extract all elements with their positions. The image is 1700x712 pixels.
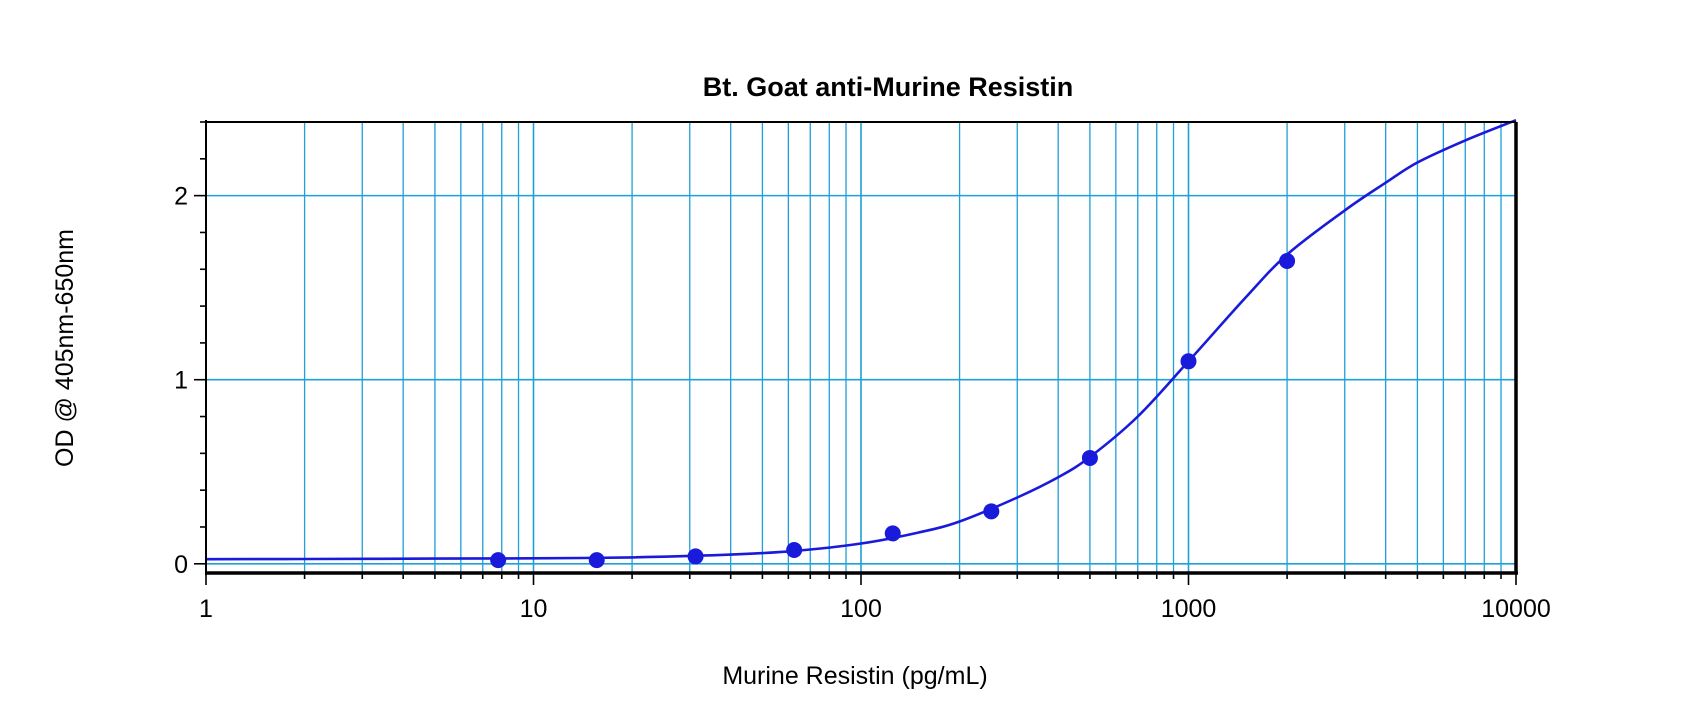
- x-axis-label: Murine Resistin (pg/mL): [722, 662, 987, 690]
- fit-curve: [205, 118, 1517, 561]
- data-point: [1081, 449, 1098, 466]
- y-axis-label: OD @ 405nm-650nm: [51, 229, 79, 467]
- data-points: [490, 252, 1296, 569]
- x-tick-label: 1: [199, 595, 213, 623]
- axes: [194, 120, 1518, 585]
- chart-title: Bt. Goat anti-Murine Resistin: [703, 72, 1074, 102]
- x-tick-label: 10: [520, 595, 548, 623]
- data-point: [490, 552, 507, 569]
- x-tick-label: 1000: [1161, 595, 1217, 623]
- data-point: [983, 503, 1000, 520]
- data-point: [786, 541, 803, 558]
- data-point: [687, 548, 704, 565]
- grid: [205, 122, 1517, 573]
- y-tick-label: 2: [174, 183, 188, 211]
- fit-curve-layer: [205, 118, 1517, 561]
- x-tick-label: 10000: [1481, 595, 1551, 623]
- data-point: [1279, 252, 1296, 269]
- data-point: [884, 525, 901, 542]
- data-point: [588, 552, 605, 569]
- data-point: [1180, 353, 1197, 370]
- y-tick-label: 0: [174, 551, 188, 579]
- y-tick-label: 1: [174, 367, 188, 395]
- x-tick-label: 100: [840, 595, 882, 623]
